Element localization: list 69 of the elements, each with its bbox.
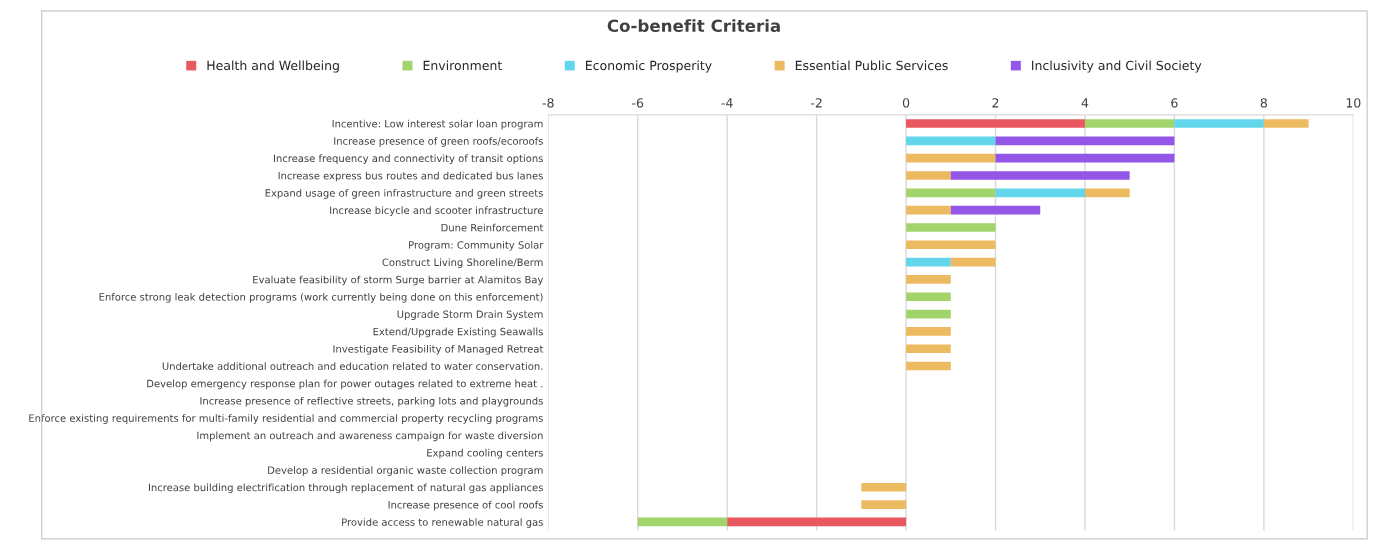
y-tick-label: Construct Living Shoreline/Berm [382, 258, 543, 268]
bar [995, 153, 1175, 163]
bar [861, 482, 907, 492]
bar [906, 344, 951, 354]
y-tick-label: Investigate Feasibility of Managed Retreat [333, 344, 544, 355]
bar [950, 171, 1130, 180]
x-tick-label: 2 [992, 98, 999, 108]
x-tick-label: -4 [721, 98, 733, 108]
bar [861, 500, 907, 509]
legend-label: Health and Wellbeing [207, 60, 339, 73]
bar [1084, 119, 1175, 128]
y-tick-label: Dune Reinforcement [441, 223, 544, 232]
bar [1174, 119, 1264, 128]
y-tick-label: Expand cooling centers [427, 448, 543, 459]
bar [906, 327, 951, 336]
y-tick-label: Undertake additional outreach and education related to water conservation. [162, 362, 543, 370]
bar [906, 136, 996, 146]
legend-label: Essential Public Services [795, 60, 948, 71]
bar [950, 205, 1041, 215]
bar [906, 188, 996, 198]
bar [995, 136, 1175, 146]
x-tick-label: 6 [1171, 98, 1178, 108]
chart-title: Co-benefit Criteria [607, 19, 780, 33]
bar [906, 205, 951, 215]
bar [1263, 119, 1309, 128]
bar [906, 309, 951, 319]
bar [906, 119, 1085, 128]
x-tick-label: 10 [1346, 98, 1361, 108]
bar [906, 153, 996, 163]
y-tick-label: Increase presence of reflective streets, parking lots and playgrounds [200, 396, 543, 407]
y-tick-label: Implement an outreach and awareness campaign for waste diversion [197, 431, 543, 442]
bar [906, 257, 951, 267]
y-tick-label: Increase presence of cool roofs [388, 500, 543, 511]
y-tick-label: Increase presence of green roofs/ecoroofs [334, 137, 543, 147]
x-tick-label: 8 [1260, 98, 1267, 108]
y-tick-label: Enforce existing requirements for multi-family residential and commercial property recycling programs [29, 414, 543, 424]
bar [1084, 188, 1130, 198]
legend-label: Environment [423, 60, 502, 71]
y-tick-label: Increase building electrification through replacement of natural gas appliances [148, 483, 543, 494]
bar [906, 275, 951, 284]
bar [906, 292, 951, 302]
y-tick-label: Enforce strong leak detection programs (work currently being done on this enforcement) [99, 292, 543, 303]
y-tick-label: Increase bicycle and scooter infrastructure [330, 206, 543, 217]
x-tick-label: -6 [632, 98, 644, 108]
bar [950, 257, 996, 267]
legend-label: Economic Prosperity [586, 60, 712, 73]
y-tick-label: Develop emergency response plan for power outages related to extreme heat . [147, 379, 543, 390]
y-tick-label: Develop a residential organic waste collection program [268, 466, 543, 476]
y-tick-label: Provide access to renewable natural gas [342, 518, 543, 528]
x-tick-label: 4 [1081, 98, 1089, 108]
bar [637, 517, 728, 527]
bar [906, 171, 951, 180]
bar [995, 188, 1085, 198]
bar [906, 223, 996, 232]
x-tick-label: -2 [810, 98, 822, 108]
legend-label: Inclusivity and Civil Society [1032, 60, 1202, 73]
y-tick-label: Expand usage of green infrastructure and green streets [265, 189, 543, 199]
y-tick-label: Increase express bus routes and dedicated bus lanes [278, 171, 543, 182]
y-tick-label: Incentive: Low interest solar loan program [332, 119, 543, 130]
y-tick-label: Program: Community Solar [409, 240, 544, 251]
bar [906, 361, 951, 371]
y-tick-label: Extend/Upgrade Existing Seawalls [373, 327, 543, 338]
x-tick-label: -8 [542, 98, 554, 108]
y-tick-label: Increase frequency and connectivity of transit options [273, 154, 543, 165]
y-tick-label: Evaluate feasibility of storm Surge barrier at Alamitos Bay [253, 275, 544, 286]
bar [727, 517, 907, 527]
y-tick-label: Upgrade Storm Drain System [397, 310, 543, 320]
x-tick-label: 0 [902, 98, 910, 108]
bar [906, 240, 996, 250]
